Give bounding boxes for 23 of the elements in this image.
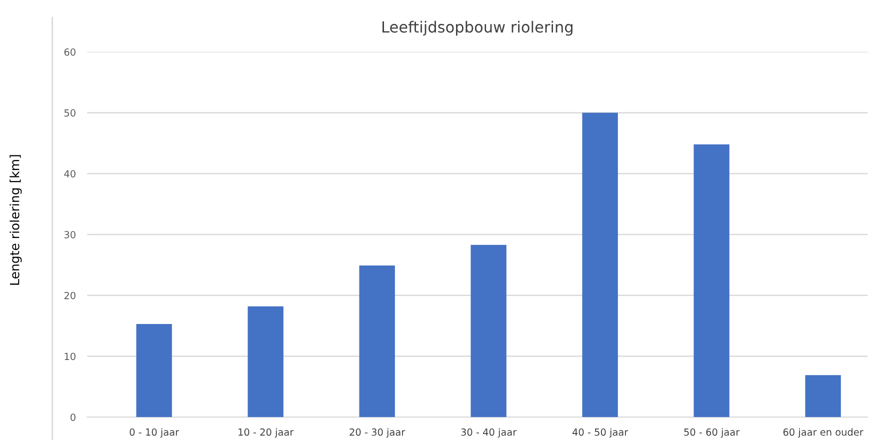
bar <box>248 306 284 418</box>
x-tick-label: 60 jaar en ouder <box>783 428 864 438</box>
y-tick-label: 50 <box>64 109 76 117</box>
y-tick-label: 0 <box>70 414 76 421</box>
y-tick-label: 20 <box>64 292 76 300</box>
bar <box>805 375 841 418</box>
bar <box>470 244 506 418</box>
chart-title: Leeftijdsopbouw riolering <box>382 20 572 36</box>
x-tick-label: 0 - 10 jaar <box>130 428 180 438</box>
x-tick-label: 50 - 60 jaar <box>684 428 740 438</box>
y-tick-label: 40 <box>64 170 76 178</box>
y-tick-label: 10 <box>64 352 76 360</box>
x-tick-label: 20 - 30 jaar <box>350 428 406 438</box>
bar <box>582 112 618 418</box>
bar <box>136 324 172 418</box>
bar <box>694 144 730 418</box>
x-tick-label: 30 - 40 jaar <box>461 428 517 438</box>
y-tick-label: 60 <box>64 48 76 56</box>
y-axis-title: Lengte riolering [km] <box>10 155 22 285</box>
x-tick-label: 10 - 20 jaar <box>238 428 294 438</box>
y-tick-label: 30 <box>64 231 76 238</box>
x-tick-label: 40 - 50 jaar <box>572 428 628 438</box>
bar <box>359 266 395 418</box>
